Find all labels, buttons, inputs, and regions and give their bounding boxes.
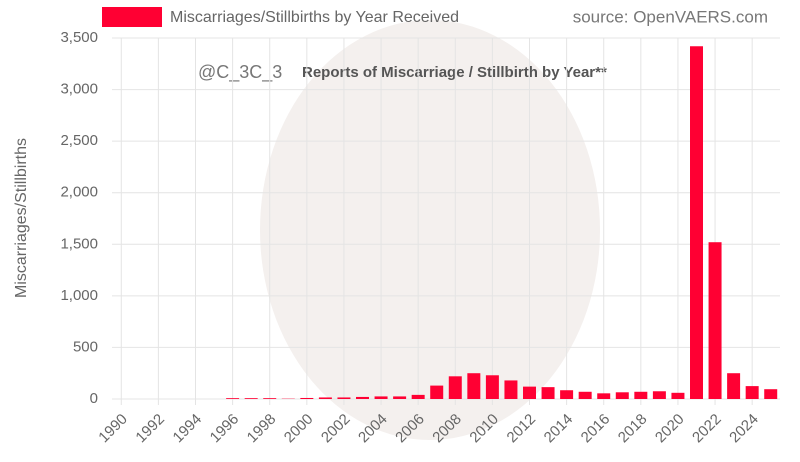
bar (448, 376, 462, 399)
y-tick-label: 3,500 (60, 29, 98, 46)
bar (393, 396, 407, 399)
bar (652, 391, 666, 399)
bar (411, 394, 425, 399)
legend-label: Miscarriages/Stillbirths by Year Receive… (170, 9, 459, 26)
x-tick-label: 1990 (95, 411, 131, 447)
bar (541, 387, 555, 399)
bar (745, 386, 759, 399)
x-tick-label: 1998 (244, 411, 280, 447)
bar (226, 398, 240, 399)
bar (690, 46, 703, 399)
bar (244, 398, 258, 399)
x-tick-label: 2016 (578, 411, 614, 447)
bar (430, 385, 444, 399)
bar (727, 373, 741, 399)
bar (337, 397, 351, 399)
source-note: source: OpenVAERS.com (573, 7, 768, 26)
y-tick-label: 3,000 (60, 81, 98, 98)
bar (578, 391, 592, 399)
x-tick-label: 2024 (726, 411, 762, 447)
bar (356, 396, 369, 399)
bar (597, 393, 611, 399)
bar (560, 390, 574, 399)
y-tick-label: 0 (90, 390, 98, 407)
bar (523, 386, 536, 399)
x-tick-label: 2020 (652, 411, 688, 447)
bar (671, 392, 685, 399)
bar (318, 397, 332, 399)
bar (615, 392, 629, 399)
y-tick-label: 1,500 (60, 235, 98, 252)
y-tick-label: 2,000 (60, 184, 98, 201)
y-tick-label: 500 (73, 338, 98, 355)
y-axis-label: Miscarriages/Stillbirths (13, 138, 30, 298)
bar (485, 375, 499, 399)
bar (467, 373, 481, 399)
chart-title: Reports of Miscarriage / Stillbirth by Y… (302, 64, 607, 81)
x-tick-label: 2022 (689, 411, 725, 447)
bar (263, 398, 277, 399)
y-tick-label: 2,500 (60, 132, 98, 149)
x-tick-label: 2014 (541, 411, 577, 447)
bar (504, 380, 518, 399)
bar (374, 396, 388, 399)
bar (764, 389, 778, 399)
background-photo (260, 20, 600, 440)
x-tick-label: 2018 (615, 411, 651, 447)
handle: @C_3C_3 (198, 62, 282, 83)
x-tick-label: 2002 (318, 411, 354, 447)
bar (300, 397, 314, 399)
bar (634, 391, 648, 399)
y-tick-label: 1,000 (60, 287, 98, 304)
x-tick-label: 1994 (170, 411, 206, 447)
x-tick-label: 2000 (281, 411, 317, 447)
legend-swatch (102, 7, 162, 27)
x-tick-label: 1992 (132, 411, 168, 447)
x-tick-label: 1996 (207, 411, 243, 447)
bar (708, 242, 722, 399)
